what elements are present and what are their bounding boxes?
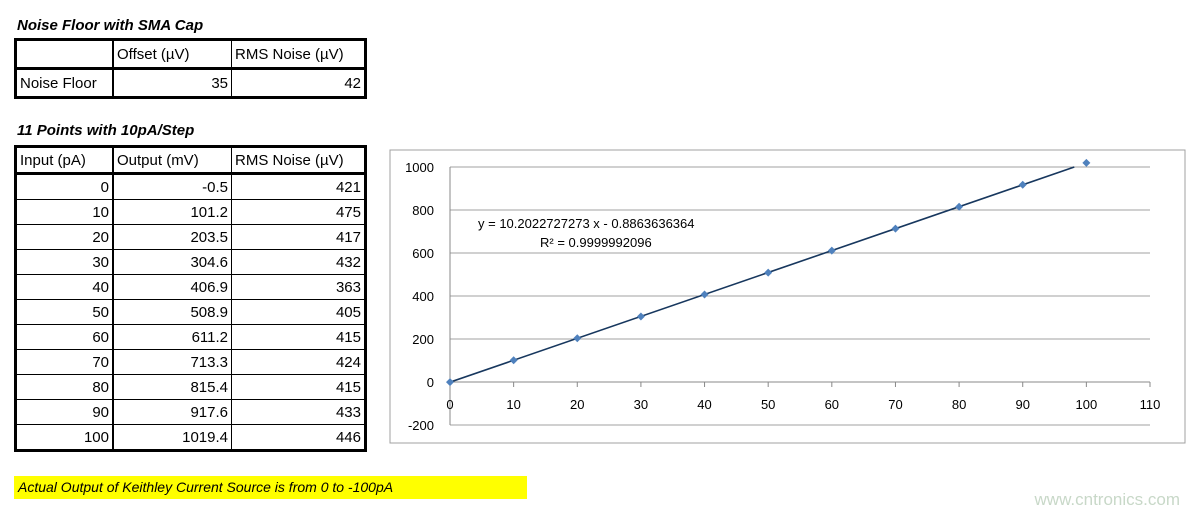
table-row: 0 -0.5 421 — [15, 173, 366, 200]
data-point — [827, 246, 836, 255]
x-tick-label: 80 — [952, 397, 966, 412]
table-row: 20 203.5 417 — [15, 224, 366, 250]
data-point — [446, 378, 454, 387]
cell: 20 — [15, 224, 114, 250]
cell: 415 — [231, 374, 366, 400]
cell: 1019.4 — [112, 424, 232, 451]
watermark: www.cntronics.com — [1034, 490, 1180, 509]
x-tick-label: 10 — [506, 397, 520, 412]
cell: 100 — [15, 424, 114, 451]
x-tick-label: 90 — [1015, 397, 1029, 412]
header-cell: RMS Noise (µV) — [231, 39, 366, 70]
cell: 405 — [231, 299, 366, 325]
data-point — [509, 356, 518, 365]
cell: 203.5 — [112, 224, 232, 250]
header-cell: Offset (µV) — [112, 39, 232, 70]
cell: 70 — [15, 349, 114, 375]
x-tick-label: 0 — [446, 397, 453, 412]
trendline — [449, 166, 1075, 383]
cell: 611.2 — [112, 324, 232, 350]
cell: 446 — [231, 424, 366, 451]
cell: 10 — [15, 199, 114, 225]
cell: 417 — [231, 224, 366, 250]
x-tick-label: 40 — [697, 397, 711, 412]
table-header-row: Offset (µV) RMS Noise (µV) — [15, 39, 366, 70]
table-row: 100 1019.4 446 — [15, 424, 366, 451]
cell: 35 — [112, 68, 232, 98]
y-tick-label: 200 — [412, 332, 434, 347]
data-point — [764, 268, 773, 277]
cell: 475 — [231, 199, 366, 225]
y-tick-label: 600 — [412, 246, 434, 261]
cell: 433 — [231, 399, 366, 425]
trendline-r2: R² = 0.9999992096 — [540, 235, 652, 250]
cell: 42 — [231, 68, 366, 98]
cell: -0.5 — [112, 173, 232, 200]
y-tick-label: 1000 — [405, 160, 434, 175]
cell: 40 — [15, 274, 114, 300]
data-point — [1018, 180, 1027, 189]
noise-floor-title: Noise Floor with SMA Cap — [17, 17, 204, 34]
note-banner: Actual Output of Keithley Current Source… — [14, 476, 527, 499]
trendline-equation: y = 10.2022727273 x - 0.8863636364 — [478, 216, 695, 231]
table-row: 40 406.9 363 — [15, 274, 366, 300]
data-point — [636, 312, 645, 321]
x-tick-label: 20 — [570, 397, 584, 412]
x-tick-label: 100 — [1076, 397, 1098, 412]
cell: 815.4 — [112, 374, 232, 400]
x-tick-label: 60 — [825, 397, 839, 412]
x-tick-label: 70 — [888, 397, 902, 412]
data-point — [1082, 158, 1091, 167]
header-cell: Input (pA) — [15, 146, 114, 175]
data-point — [891, 224, 900, 233]
data-point — [955, 202, 964, 211]
points-table: Input (pA) Output (mV) RMS Noise (µV) 0-… — [14, 145, 367, 452]
table-row: 30 304.6 432 — [15, 249, 366, 275]
cell: 80 — [15, 374, 114, 400]
table-header-row: Input (pA) Output (mV) RMS Noise (µV) — [15, 146, 366, 175]
header-cell: RMS Noise (µV) — [231, 146, 366, 175]
y-tick-label: 800 — [412, 203, 434, 218]
x-tick-label: 50 — [761, 397, 775, 412]
data-point — [700, 290, 709, 299]
cell: 432 — [231, 249, 366, 275]
y-tick-label: 400 — [412, 289, 434, 304]
points-title: 11 Points with 10pA/Step — [17, 122, 195, 139]
table-row: 80 815.4 415 — [15, 374, 366, 400]
table-row: Noise Floor 35 42 — [15, 68, 366, 98]
x-tick-label: 110 — [1140, 397, 1161, 412]
x-tick-label: 30 — [634, 397, 648, 412]
cell: 60 — [15, 324, 114, 350]
data-point — [573, 334, 582, 343]
y-tick-label: -200 — [408, 418, 434, 433]
cell: Noise Floor — [15, 68, 114, 98]
cell: 421 — [231, 173, 366, 200]
table-row: 10 101.2 475 — [15, 199, 366, 225]
cell: 304.6 — [112, 249, 232, 275]
cell: 406.9 — [112, 274, 232, 300]
header-cell — [15, 39, 114, 70]
noise-floor-table: Offset (µV) RMS Noise (µV) Noise Floor 3… — [14, 38, 367, 99]
y-tick-label: 0 — [427, 375, 434, 390]
